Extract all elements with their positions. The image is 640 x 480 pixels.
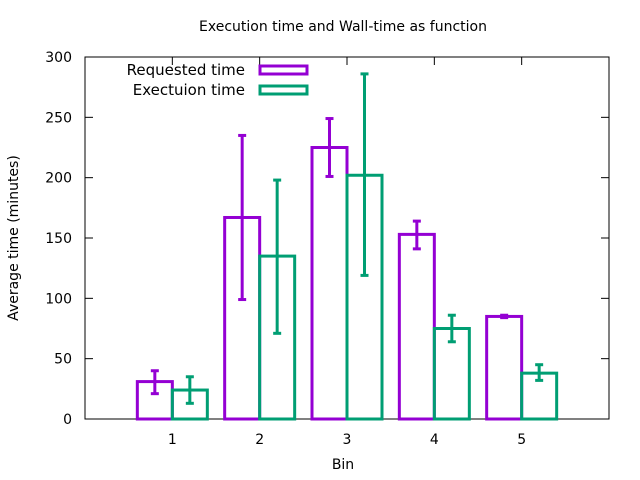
- y-tick-label: 0: [63, 412, 72, 428]
- legend: Requested time Exectuion time: [127, 61, 309, 99]
- bars: [135, 146, 559, 421]
- x-tick-label: 1: [168, 432, 177, 448]
- legend-label: Exectuion time: [133, 81, 245, 99]
- bar: [310, 146, 349, 421]
- x-tick-label: 5: [517, 432, 526, 448]
- legend-swatch: [258, 64, 309, 76]
- x-tick-label: 2: [255, 432, 264, 448]
- y-tick-label: 250: [45, 110, 72, 126]
- bar: [485, 314, 524, 421]
- chart-title: Execution time and Wall-time as function: [199, 19, 487, 35]
- x-axis-label: Bin: [332, 457, 354, 473]
- x-tick-label: 3: [343, 432, 352, 448]
- y-tick-label: 300: [45, 50, 72, 66]
- y-tick-label: 100: [45, 291, 72, 307]
- error-bars: [150, 72, 544, 405]
- legend-swatch: [258, 84, 309, 96]
- axes: 0 50 100 150 200 250 300 1 2 3 4 5: [45, 50, 610, 448]
- bar: [397, 232, 436, 421]
- y-tick-label: 50: [54, 352, 72, 368]
- y-axis-label: Average time (minutes): [6, 155, 22, 321]
- y-tick-label: 150: [45, 231, 72, 247]
- y-tick-label: 200: [45, 171, 72, 187]
- legend-label: Requested time: [127, 61, 245, 79]
- x-tick-label: 4: [430, 432, 439, 448]
